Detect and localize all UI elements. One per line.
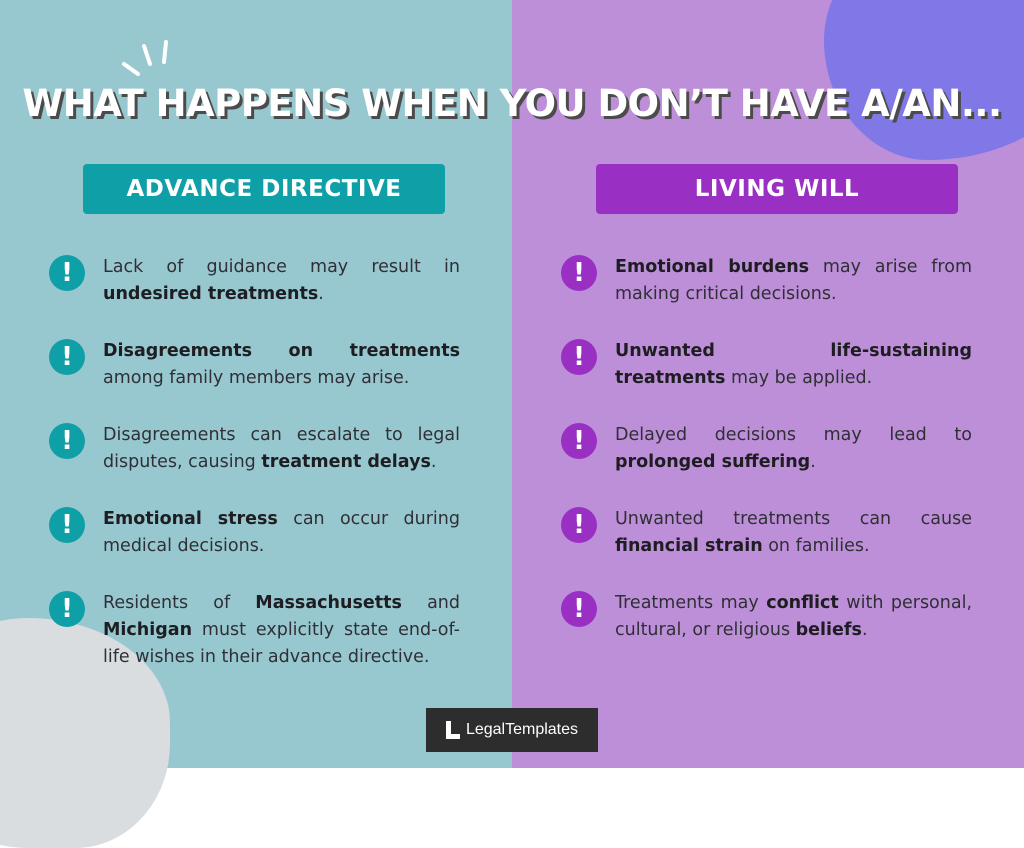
list-item: ! Disagreements on treatments among famil… <box>49 338 460 392</box>
list-item-text: Disagreements can escalate to legal disp… <box>103 422 460 476</box>
exclamation-circle-icon: ! <box>49 423 85 459</box>
emphasized-text: Emotional stress <box>103 509 278 529</box>
emphasized-text: Disagreements on treatments <box>103 341 460 361</box>
text-segment: Delayed decisions may lead to <box>615 425 972 445</box>
text-segment: Unwanted treatments can cause <box>615 509 972 529</box>
emphasized-text: Michigan <box>103 620 193 640</box>
list-item-text: Residents of Massachusetts and Michigan … <box>103 590 460 671</box>
advance-directive-heading: ADVANCE DIRECTIVE <box>83 164 445 214</box>
exclamation-circle-icon: ! <box>561 507 597 543</box>
legaltemplates-logo-icon <box>445 721 460 739</box>
living-will-heading: LIVING WILL <box>596 164 958 214</box>
exclamation-circle-icon: ! <box>561 255 597 291</box>
list-item: ! Emotional burdens may arise from making… <box>561 254 972 308</box>
list-item-text: Emotional burdens may arise from making … <box>615 254 972 308</box>
emphasized-text: Unwanted life-sustaining treatments <box>615 341 972 388</box>
list-item: ! Unwanted life-sustaining treatments may… <box>561 338 972 392</box>
text-segment: may arise from making critical decisions… <box>615 257 972 304</box>
text-segment: among family members may arise. <box>103 368 410 388</box>
exclamation-circle-icon: ! <box>49 591 85 627</box>
text-segment: can occur during medical decisions. <box>103 509 460 556</box>
list-item: ! Disagreements can escalate to legal dis… <box>49 422 460 476</box>
list-item: ! Treatments may conflict with personal, … <box>561 590 972 644</box>
exclamation-circle-icon: ! <box>561 423 597 459</box>
text-segment: may be applied. <box>725 368 873 388</box>
emphasized-text: Emotional burdens <box>615 257 810 277</box>
text-segment: Treatments may <box>615 593 767 613</box>
emphasized-text: financial strain <box>615 536 763 556</box>
text-segment: . <box>318 284 324 304</box>
text-segment: with personal, cultural, or religious <box>615 593 973 640</box>
emphasized-text: beliefs <box>795 620 862 640</box>
list-item: ! Emotional stress can occur during medic… <box>49 506 460 560</box>
emphasized-text: prolonged suffering <box>615 452 811 472</box>
text-segment: and <box>401 593 460 613</box>
exclamation-circle-icon: ! <box>561 339 597 375</box>
text-segment: . <box>430 452 437 472</box>
list-item: ! Lack of guidance may result in undesire… <box>49 254 460 308</box>
list-item-text: Unwanted life-sustaining treatments may … <box>615 338 972 392</box>
text-segment: . <box>861 620 868 640</box>
exclamation-circle-icon: ! <box>49 507 85 543</box>
emphasized-text: undesired treatments <box>103 284 319 304</box>
page-title: WHAT HAPPENS WHEN YOU DON’T HAVE A/AN... <box>22 82 1002 125</box>
text-segment: Lack of guidance may result in <box>103 257 460 277</box>
text-segment: on families. <box>762 536 870 556</box>
list-item-text: Emotional stress can occur during medica… <box>103 506 460 560</box>
emphasized-text: Massachusetts <box>255 593 402 613</box>
text-segment: Residents of <box>103 593 256 613</box>
text-segment: Disagreements can escalate to legal disp… <box>103 425 460 472</box>
sparkle-lines-icon <box>122 40 168 76</box>
emphasized-text: conflict <box>766 593 839 613</box>
exclamation-circle-icon: ! <box>49 255 85 291</box>
list-item: ! Residents of Massachusetts and Michigan… <box>49 590 460 671</box>
text-segment: must explicitly state end-of-life wishes… <box>103 620 460 667</box>
list-item-text: Lack of guidance may result in undesired… <box>103 254 460 308</box>
list-item: ! Unwanted treatments can cause financial… <box>561 506 972 560</box>
list-item-text: Disagreements on treatments among family… <box>103 338 460 392</box>
list-item-text: Unwanted treatments can cause financial … <box>615 506 972 560</box>
list-item-text: Treatments may conflict with personal, c… <box>615 590 972 644</box>
list-item-text: Delayed decisions may lead to prolonged … <box>615 422 972 476</box>
exclamation-circle-icon: ! <box>561 591 597 627</box>
text-segment: . <box>810 452 816 472</box>
exclamation-circle-icon: ! <box>49 339 85 375</box>
legaltemplates-logo: LegalTemplates <box>426 708 598 752</box>
emphasized-text: treatment delays <box>261 452 431 472</box>
logo-text: LegalTemplates <box>465 721 579 738</box>
list-item: ! Delayed decisions may lead to prolonged… <box>561 422 972 476</box>
